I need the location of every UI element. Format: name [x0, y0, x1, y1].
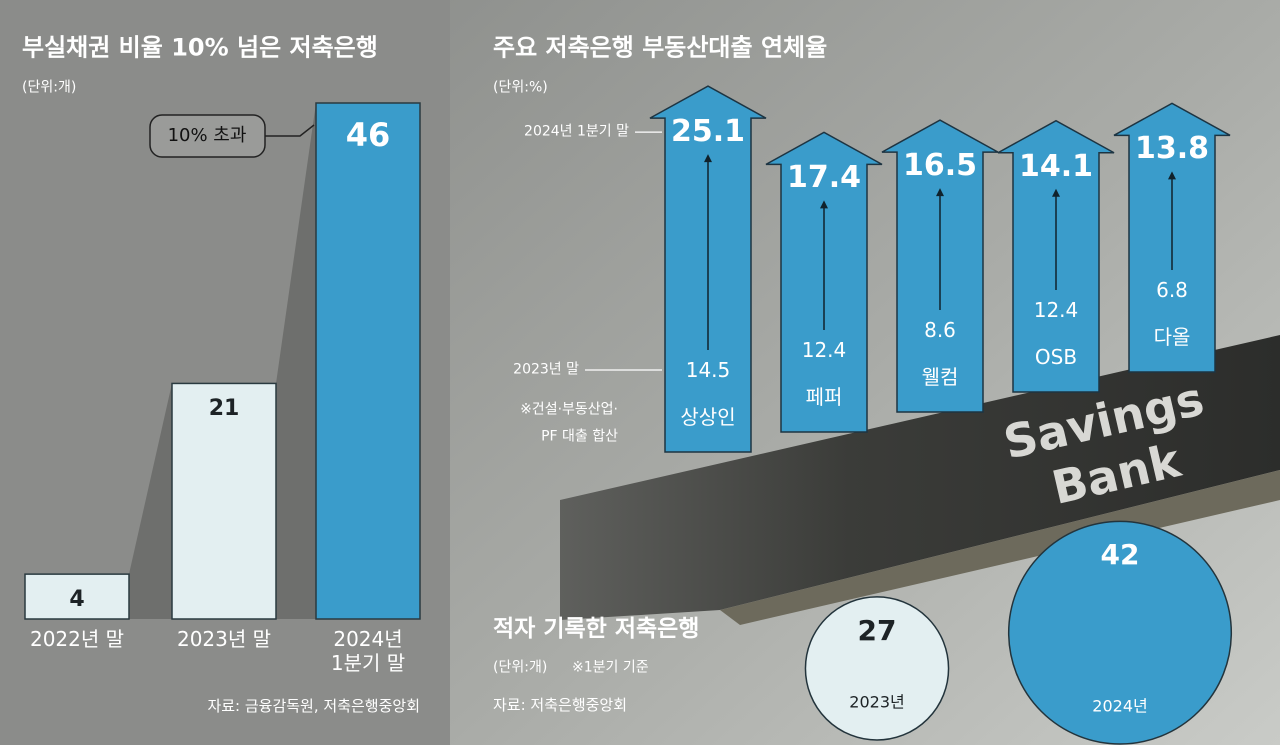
x-tick-label: 2023년 말 [176, 627, 272, 651]
change-arrow-head [936, 188, 944, 197]
category-label: 웰컴 [921, 365, 959, 389]
bar [315, 102, 421, 620]
source: 자료: 저축은행중앙회 [493, 696, 628, 714]
annotation: 10% 초과 [167, 125, 247, 147]
category-label: 상상인 [680, 405, 736, 429]
value-label: 46 [345, 115, 391, 154]
legend-label: 2023년 말 [513, 361, 579, 378]
value-label: 42 [1100, 538, 1140, 572]
connector [276, 103, 316, 619]
bar [171, 382, 277, 620]
value-label: 25.1 [670, 114, 746, 150]
change-arrow-head [1168, 171, 1176, 180]
connector [129, 383, 172, 619]
annotation-leader [265, 124, 315, 137]
value-label: 27 [857, 614, 897, 648]
change-arrow-head [1052, 188, 1060, 197]
change-arrow-head [820, 200, 828, 209]
source: 자료: 금융감독원, 저축은행중앙회 [207, 697, 420, 715]
note: ※1분기 기준 [572, 659, 649, 676]
value-label: 17.4 [786, 160, 862, 196]
unit-label: (단위:%) [493, 79, 548, 96]
chart-title: 부실채권 비율 10% 넘은 저축은행 [22, 33, 378, 62]
sign-band [560, 335, 1280, 620]
value-label: 4 [69, 586, 85, 612]
category-label: OSB [1034, 345, 1078, 369]
value-label: 14.1 [1018, 148, 1094, 184]
note: ※건설·부동산업· PF 대출 합산 [520, 401, 618, 444]
chart-title: 주요 저축은행 부동산대출 연체율 [493, 33, 828, 62]
sign-edge [720, 470, 1280, 625]
chart-title: 적자 기록한 저축은행 [493, 616, 700, 643]
value-label: 12.4 [801, 338, 847, 362]
value-label: 12.4 [1033, 298, 1079, 322]
value-label: 13.8 [1134, 131, 1210, 167]
category-label: 다올 [1153, 325, 1191, 349]
value-label: 16.5 [902, 148, 978, 184]
bubble [804, 596, 950, 741]
value-label: 8.6 [924, 318, 956, 342]
change-arrow-head [704, 154, 712, 163]
unit-label: (단위:개) [22, 79, 77, 96]
category-label: 2024년 [1092, 696, 1148, 716]
x-tick-label: 2024년 1분기 말 [330, 627, 406, 675]
category-label: 2023년 [849, 692, 905, 712]
bar [24, 573, 130, 620]
value-label: 21 [208, 396, 240, 422]
legend-label: 2024년 1분기 말 [524, 123, 629, 140]
value-label: 6.8 [1156, 278, 1188, 302]
value-label: 14.5 [685, 358, 731, 382]
category-label: 페퍼 [805, 385, 843, 409]
x-tick-label: 2022년 말 [29, 627, 125, 651]
bubble [1007, 520, 1233, 745]
unit-label: (단위:개) [493, 659, 548, 676]
